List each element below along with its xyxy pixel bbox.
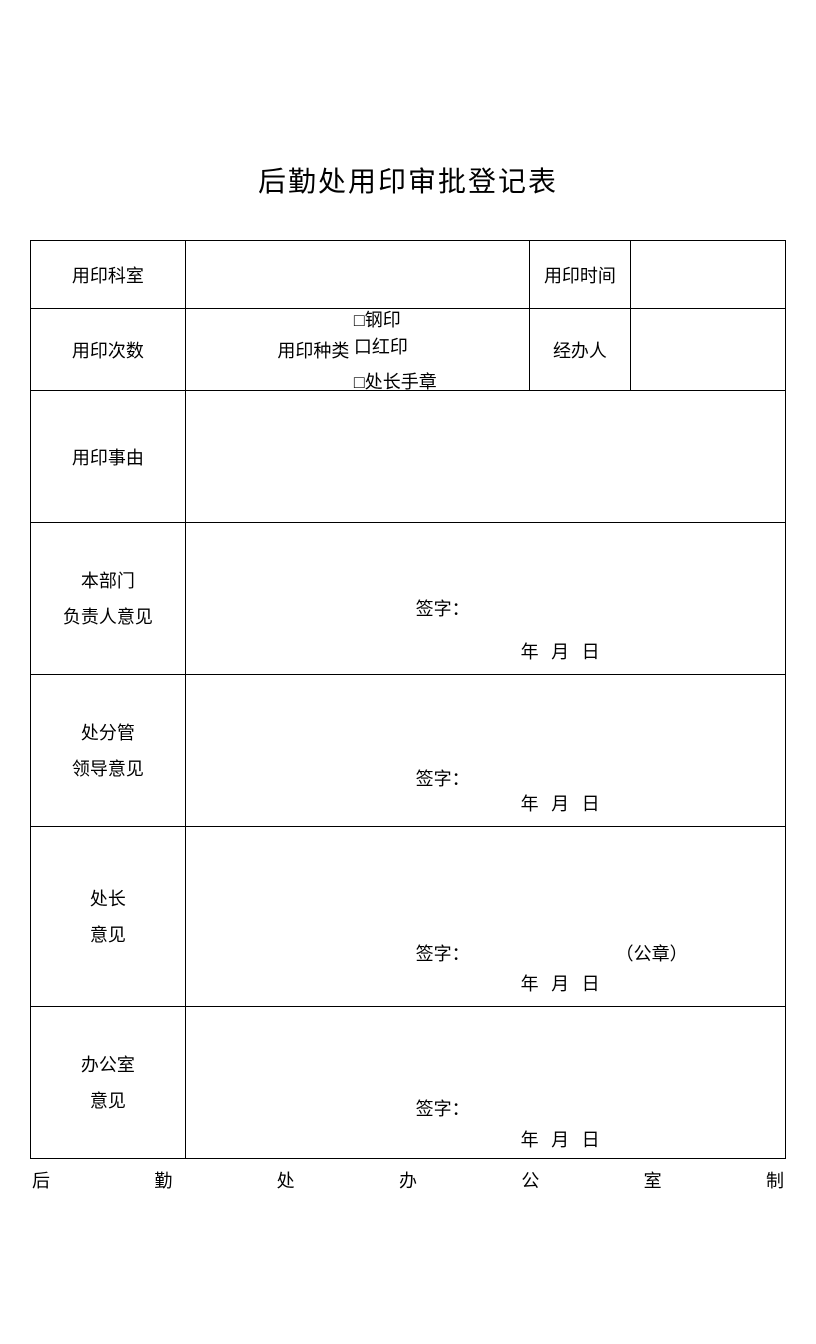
leader-opinion-label-1: 处分管 (31, 715, 185, 751)
dept-sign-label: 签字： (416, 595, 470, 621)
footer-char-7: 制 (766, 1167, 784, 1193)
leader-opinion-label: 处分管 领导意见 (31, 675, 186, 827)
dept-opinion-label: 本部门 负责人意见 (31, 523, 186, 675)
gongzhang-label: （公章） (616, 940, 688, 966)
office-opinion-label-1: 办公室 (31, 1047, 185, 1083)
office-opinion-content: 签字： 年 月 日 (185, 1007, 785, 1159)
leader-sign-label: 签字： (416, 765, 470, 791)
leader-opinion-label-2: 领导意见 (31, 751, 185, 787)
leader-date-label: 年 月 日 (521, 790, 604, 816)
footer-char-4: 办 (399, 1167, 417, 1193)
type-label: 用印种类 (277, 337, 349, 363)
row-reason: 用印事由 (31, 391, 786, 523)
stamp-type-cell: 用印种类 □钢印 口红印 □处长手章 (185, 309, 529, 391)
director-sign-label: 签字： (416, 940, 470, 966)
footer-char-6: 室 (644, 1167, 662, 1193)
handler-value (631, 309, 786, 391)
row-office-opinion: 办公室 意见 签字： 年 月 日 (31, 1007, 786, 1159)
row-director-opinion: 处长 意见 签字： （公章） 年 月 日 (31, 827, 786, 1007)
time-label: 用印时间 (529, 241, 631, 309)
approval-table: 用印科室 用印时间 用印次数 用印种类 □钢印 口红印 □处长手章 经办人 用印… (30, 240, 786, 1159)
footer-char-3: 处 (277, 1167, 295, 1193)
handler-label: 经办人 (529, 309, 631, 391)
row-dept-opinion: 本部门 负责人意见 签字： 年 月 日 (31, 523, 786, 675)
dept-opinion-label-1: 本部门 (31, 563, 185, 599)
footer-text: 后 勤 处 办 公 室 制 (30, 1167, 786, 1193)
dept-opinion-label-2: 负责人意见 (31, 599, 185, 635)
type-option-director-seal: □处长手章 (354, 372, 437, 391)
time-value (631, 241, 786, 309)
type-option-red: 口红印 (354, 337, 408, 357)
office-date-label: 年 月 日 (521, 1126, 604, 1152)
dept-date-label: 年 月 日 (521, 638, 604, 664)
dept-value (185, 241, 529, 309)
director-date-label: 年 月 日 (521, 970, 604, 996)
form-title: 后勤处用印审批登记表 (30, 160, 786, 200)
footer-char-2: 勤 (154, 1167, 172, 1193)
footer-char-5: 公 (521, 1167, 539, 1193)
page-container: 后勤处用印审批登记表 用印科室 用印时间 用印次数 用印种类 □钢印 口红印 □… (0, 0, 816, 1193)
footer-char-1: 后 (32, 1167, 50, 1193)
row-leader-opinion: 处分管 领导意见 签字： 年 月 日 (31, 675, 786, 827)
dept-opinion-content: 签字： 年 月 日 (185, 523, 785, 675)
office-opinion-label-2: 意见 (31, 1083, 185, 1119)
row-count-type-handler: 用印次数 用印种类 □钢印 口红印 □处长手章 经办人 (31, 309, 786, 391)
director-opinion-label-1: 处长 (31, 881, 185, 917)
director-opinion-content: 签字： （公章） 年 月 日 (185, 827, 785, 1007)
leader-opinion-content: 签字： 年 月 日 (185, 675, 785, 827)
type-option-steel: □钢印 (354, 310, 401, 330)
director-opinion-label: 处长 意见 (31, 827, 186, 1007)
dept-label: 用印科室 (31, 241, 186, 309)
office-sign-label: 签字： (416, 1095, 470, 1121)
count-label: 用印次数 (31, 309, 186, 391)
reason-value (185, 391, 785, 523)
row-department-time: 用印科室 用印时间 (31, 241, 786, 309)
type-options: □钢印 口红印 □处长手章 (354, 309, 437, 389)
reason-label: 用印事由 (31, 391, 186, 523)
director-opinion-label-2: 意见 (31, 917, 185, 953)
office-opinion-label: 办公室 意见 (31, 1007, 186, 1159)
